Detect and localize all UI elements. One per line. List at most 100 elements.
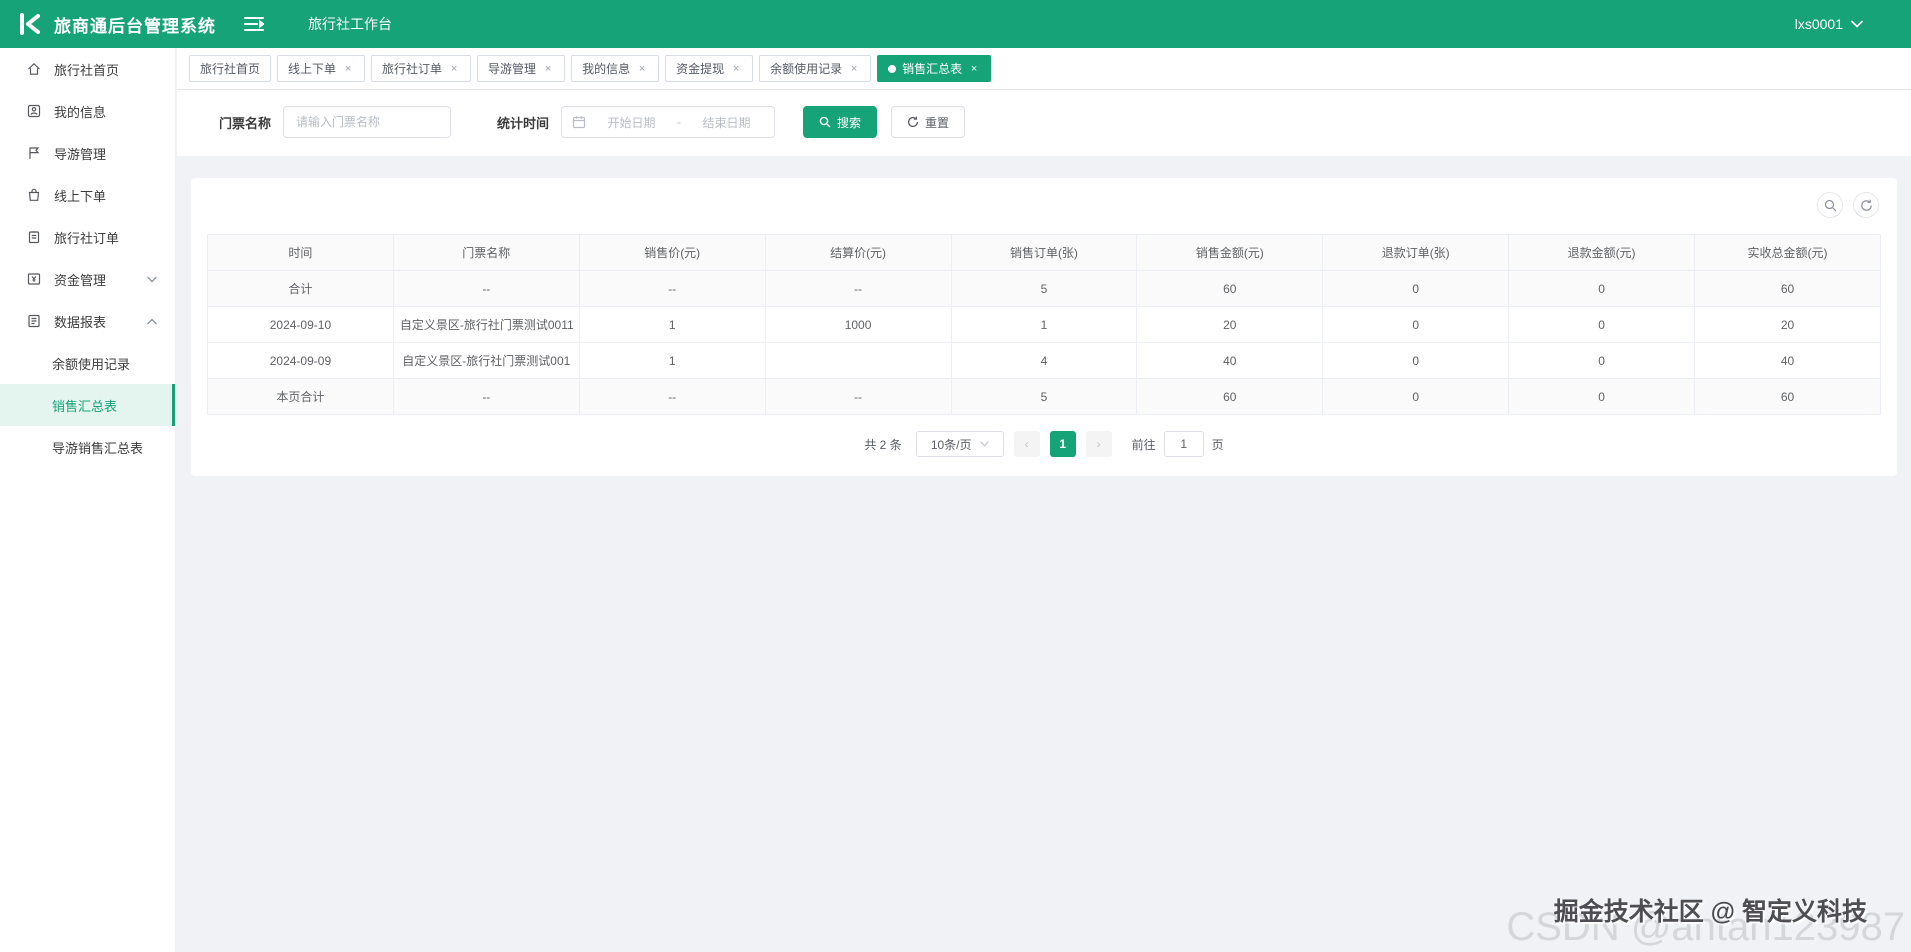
table-row-total: 合计 -- -- -- 5 60 0 0 60 bbox=[207, 270, 1881, 307]
close-icon[interactable]: × bbox=[850, 62, 858, 75]
reset-button-label: 重置 bbox=[925, 115, 950, 130]
refresh-icon bbox=[907, 116, 919, 128]
chevron-down-icon bbox=[147, 276, 157, 283]
cell: 60 bbox=[1694, 270, 1881, 307]
sidebar-subitem-guide-sales-summary[interactable]: 导游销售汇总表 bbox=[0, 426, 175, 468]
cell: 自定义景区-旅行社门票测试001 bbox=[392, 342, 580, 379]
sidebar-item-label: 旅行社订单 bbox=[54, 230, 120, 246]
cell: -- bbox=[764, 270, 952, 307]
table-row-page-total: 本页合计 -- -- -- 5 60 0 0 60 bbox=[207, 378, 1881, 415]
total-count: 共 2 条 bbox=[864, 437, 902, 452]
cell: 本页合计 bbox=[207, 378, 394, 415]
col-header: 门票名称 bbox=[392, 234, 580, 271]
sales-summary-table: 时间 门票名称 销售价(元) 结算价(元) 销售订单(张) 销售金额(元) 退款… bbox=[207, 234, 1881, 415]
goto-page-input[interactable] bbox=[1163, 431, 1204, 457]
user-menu[interactable]: lxs0001 bbox=[1795, 16, 1911, 32]
tab-label: 我的信息 bbox=[582, 62, 631, 76]
user-card-icon bbox=[26, 103, 42, 119]
cell: 20 bbox=[1136, 306, 1324, 343]
table-header-row: 时间 门票名称 销售价(元) 结算价(元) 销售订单(张) 销售金额(元) 退款… bbox=[207, 234, 1881, 271]
col-header: 销售金额(元) bbox=[1136, 234, 1324, 271]
col-header: 时间 bbox=[207, 234, 394, 271]
tab-online-order[interactable]: 线上下单 × bbox=[277, 55, 366, 82]
prev-page-button[interactable]: ‹ bbox=[1013, 431, 1040, 457]
tab-withdrawal[interactable]: 资金提现 × bbox=[665, 55, 754, 82]
calendar-icon bbox=[572, 115, 586, 129]
goto-label: 前往 bbox=[1131, 437, 1156, 452]
refresh-icon[interactable] bbox=[1853, 192, 1879, 218]
app-logo-icon bbox=[18, 11, 44, 37]
tab-label: 旅行社订单 bbox=[382, 62, 443, 76]
page-size-select[interactable]: 10条/页 bbox=[915, 431, 1004, 457]
tab-label: 销售汇总表 bbox=[902, 62, 963, 76]
date-range-picker[interactable]: 开始日期 - 结束日期 bbox=[561, 106, 776, 138]
tab-agency-orders[interactable]: 旅行社订单 × bbox=[371, 55, 472, 82]
order-bag-icon bbox=[26, 187, 42, 203]
cell: 0 bbox=[1508, 342, 1695, 379]
tab-agency-home[interactable]: 旅行社首页 bbox=[189, 55, 272, 82]
sidebar-item-label: 数据报表 bbox=[54, 314, 107, 330]
cell: 0 bbox=[1322, 306, 1510, 343]
chevron-up-icon bbox=[147, 318, 157, 325]
cell: 60 bbox=[1136, 270, 1324, 307]
flag-icon bbox=[26, 145, 42, 161]
cell: -- bbox=[392, 378, 580, 415]
cell: -- bbox=[578, 270, 766, 307]
cell: 1 bbox=[950, 306, 1138, 343]
close-icon[interactable]: × bbox=[970, 62, 978, 75]
table-body: 合计 -- -- -- 5 60 0 0 60 2024-09-10 自定义景区… bbox=[207, 270, 1881, 415]
close-icon[interactable]: × bbox=[732, 62, 740, 75]
sidebar-item-home[interactable]: 旅行社首页 bbox=[0, 48, 175, 90]
current-page-button[interactable]: 1 bbox=[1049, 431, 1076, 457]
reset-button[interactable]: 重置 bbox=[891, 106, 966, 138]
cell: 4 bbox=[950, 342, 1138, 379]
zoom-search-icon[interactable] bbox=[1817, 192, 1843, 218]
sidebar-item-funds-management[interactable]: 资金管理 bbox=[0, 258, 175, 300]
cell: 60 bbox=[1694, 378, 1881, 415]
date-range-separator: - bbox=[677, 115, 682, 129]
sidebar-item-data-reports[interactable]: 数据报表 bbox=[0, 300, 175, 342]
tab-guide-management[interactable]: 导游管理 × bbox=[477, 55, 566, 82]
sidebar-subitem-sales-summary[interactable]: 销售汇总表 bbox=[0, 384, 175, 426]
end-date-placeholder[interactable]: 结束日期 bbox=[702, 115, 751, 130]
sidebar-item-label: 我的信息 bbox=[54, 104, 107, 120]
sidebar-item-agency-orders[interactable]: 旅行社订单 bbox=[0, 216, 175, 258]
close-icon[interactable]: × bbox=[450, 62, 458, 75]
close-icon[interactable]: × bbox=[544, 62, 552, 75]
close-icon[interactable]: × bbox=[638, 62, 646, 75]
filter-bar: 门票名称 统计时间 开始日期 - 结束日期 搜索 重置 bbox=[177, 90, 1911, 156]
search-icon bbox=[819, 116, 831, 128]
tab-my-info[interactable]: 我的信息 × bbox=[571, 55, 660, 82]
cell: 1 bbox=[578, 342, 766, 379]
search-button[interactable]: 搜索 bbox=[803, 106, 878, 138]
sidebar-item-my-info[interactable]: 我的信息 bbox=[0, 90, 175, 132]
sidebar: 旅行社首页 我的信息 导游管理 线上下单 旅行社订单 资金管理 数据报表 余额使… bbox=[0, 48, 176, 952]
sidebar-item-label: 资金管理 bbox=[54, 272, 107, 288]
ticket-name-input[interactable] bbox=[283, 106, 452, 138]
sidebar-item-label: 线上下单 bbox=[54, 188, 107, 204]
logo-wrap: 旅商通后台管理系统 bbox=[0, 11, 230, 37]
username: lxs0001 bbox=[1794, 16, 1843, 32]
sidebar-subitem-balance-usage[interactable]: 余额使用记录 bbox=[0, 342, 175, 384]
start-date-placeholder[interactable]: 开始日期 bbox=[607, 115, 656, 130]
report-icon bbox=[26, 313, 42, 329]
workspace-title[interactable]: 旅行社工作台 bbox=[308, 16, 392, 32]
cell bbox=[764, 342, 952, 379]
sidebar-item-label: 导游管理 bbox=[54, 146, 107, 162]
sidebar-collapse-icon[interactable] bbox=[244, 15, 264, 33]
active-tab-dot bbox=[888, 64, 897, 73]
money-icon bbox=[26, 271, 42, 287]
tab-balance-usage[interactable]: 余额使用记录 × bbox=[759, 55, 872, 82]
cell: 5 bbox=[950, 270, 1138, 307]
close-icon[interactable]: × bbox=[344, 62, 352, 75]
sidebar-subitem-label: 余额使用记录 bbox=[52, 356, 131, 372]
search-button-label: 搜索 bbox=[837, 115, 862, 130]
sidebar-item-guide-management[interactable]: 导游管理 bbox=[0, 132, 175, 174]
next-page-button[interactable]: › bbox=[1085, 431, 1112, 457]
table-head: 时间 门票名称 销售价(元) 结算价(元) 销售订单(张) 销售金额(元) 退款… bbox=[207, 234, 1881, 271]
sidebar-item-online-order[interactable]: 线上下单 bbox=[0, 174, 175, 216]
cell: 5 bbox=[950, 378, 1138, 415]
cell: 2024-09-10 bbox=[207, 306, 394, 343]
tab-sales-summary[interactable]: 销售汇总表 × bbox=[877, 55, 992, 82]
col-header: 退款金额(元) bbox=[1508, 234, 1695, 271]
